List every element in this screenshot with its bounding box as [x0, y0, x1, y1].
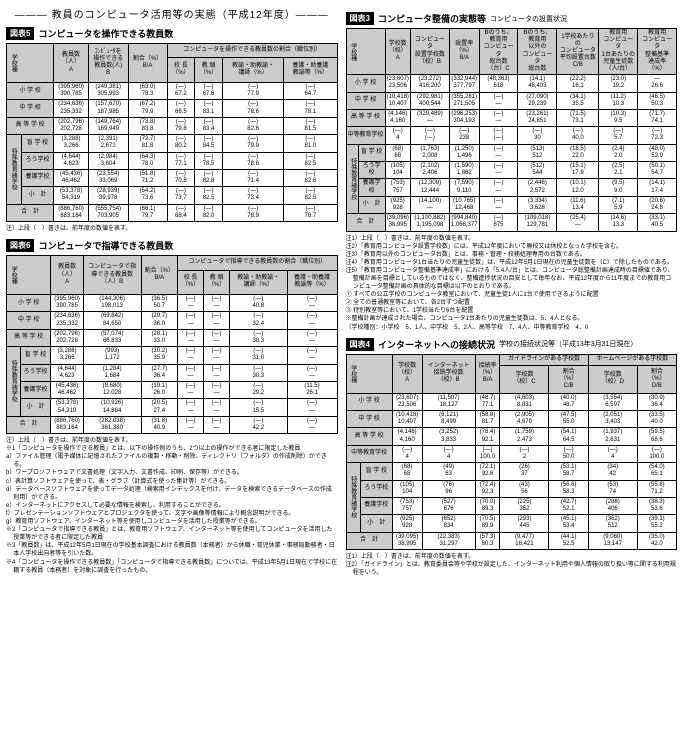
col-schooltype: 学校種: [7, 44, 54, 83]
row-type: 養護学校: [20, 381, 51, 398]
fig3-title: 図表3 コンピュータ整備の実態等 コンピュータの設置状況: [346, 12, 678, 25]
fig3-sub: コンピュータの設置状況: [490, 14, 567, 24]
row-type: ろう学校: [21, 152, 54, 169]
note-line: a）ファイル管理（電子媒体に記憶されたファイルの複製・移動・削除、ディレクトリ（…: [6, 453, 338, 469]
row-type: 合 計: [7, 416, 51, 433]
note-line: ① すべての公立学校のコンピュータ教室において、児童生徒1人に1台で使用できるよ…: [346, 291, 678, 299]
row-type: 盲 学 校: [20, 347, 51, 364]
fig4-sub: 学校の接続状況等（平成13年3月31日現在）: [499, 339, 637, 349]
note-line: 注2）「教育用コンピュータ設置学校数」には、平成12年度において廃校又は休校とな…: [346, 243, 678, 251]
note-line: （学校種別：小学校 5．1人、中学校 5．2人、高等学校 7．4人、中等教育学校…: [346, 324, 678, 332]
fig4-table: 学校種学校数（校）Aインターネット接続学校数（校）B接続率（%）B/Aガイドライ…: [346, 354, 678, 550]
fig6-title: 図表6 コンピュータで指導できる教員数: [6, 239, 338, 252]
fig6-table: 学校種教員数（人）Aコンピュータで指導できる教員数（人）B割合（%）B/Aコンピ…: [6, 255, 338, 434]
note-line: e）インターネットにアクセスして必要な情報を検索し、利用することができる。: [6, 502, 338, 510]
note-line: d）データベースソフトウェアを使ってデータ処理（検索用インデックスを付け、データ…: [6, 486, 338, 502]
note-line: ※4「コンピュータを操作できる教員数」「コンピュータで指導できる教員数」について…: [6, 559, 338, 575]
note-line: ※1「コンピュータを操作できる教員」とは、以下の操作例のうち、2つ以上の操作がで…: [6, 445, 338, 453]
col-can: コンピュータで指導できる教員数（人）B: [83, 256, 141, 295]
fig4-text: インターネットへの接続状況: [378, 338, 495, 351]
note-line: 注）上段（ ）書きは、前年度の数値を表す。: [6, 437, 338, 445]
row-type: 小 学 校: [7, 295, 51, 312]
row-type: 養護学校: [21, 169, 54, 186]
fig4-title: 図表4 インターネットへの接続状況 学校の接続状況等（平成13年3月31日現在）: [346, 338, 678, 351]
row-type: ろう学校: [20, 364, 51, 381]
fig5-badge: 図表5: [6, 27, 34, 40]
fig3-notes: 注1）上段（ ）書きは、前年度の数値を表す。注2）「教育用コンピュータ設置学校数…: [346, 235, 678, 332]
fig5-note: 注）上段（ ）書きは、前年度の数値を表す。: [6, 225, 338, 233]
col-can: ｺﾝﾋﾟｭｰﾀを操作できる教員数(人)B: [88, 44, 128, 83]
fig4-notes: 注1）上段（ ）書きは、前年度の数値を表す。注2）「ガイドライン」とは、教育委員…: [346, 553, 678, 577]
row-type: 高 等 学 校: [7, 329, 51, 346]
col-ratio: 割合（%）B/A: [128, 44, 167, 83]
row-type: 中 学 校: [7, 312, 51, 329]
col-teachers: 教員数（人）A: [51, 256, 83, 295]
fig6-text: コンピュータで指導できる教員数: [38, 239, 173, 252]
row-type: 小 学 校: [7, 83, 54, 100]
col-ratio: 割合（%）B/A: [141, 256, 178, 295]
col-teachers: 教員数（人）A: [54, 44, 89, 83]
note-line: 注2）「ガイドライン」とは、教育委員会等や学校が設定した、インターネット利用や個…: [346, 561, 678, 577]
fig5-text: コンピュータを操作できる教員数: [38, 27, 173, 40]
fig3-table: 学校種学校数（校）Aコンピュータ設置学校数（校）B設置率（%）B/ABのうち、教…: [346, 28, 678, 232]
col-schooltype: 学校種: [7, 256, 51, 295]
note-line: f）プレゼンテーションソフトウェアとプロジェクタを使って、文字や画像等情報により…: [6, 510, 338, 518]
row-type: 盲 学 校: [21, 135, 54, 152]
col-group: コンピュータを操作できる教員数の割合（職位別）: [167, 44, 337, 58]
note-line: b）ワープロソフトウェアで文書処理（文字入力、文書作成、印刷、保存等）ができる。: [6, 469, 338, 477]
note-line: 注4）「教育用コンピュータ1台当たりの児童生徒数」は、平成12年5月1日現在の児…: [346, 259, 678, 267]
row-type: 小 計: [21, 187, 54, 204]
note-line: ※整備計画が達成された場合、コンピュータ1台あたりの児童生徒数は、5．4人となる…: [346, 315, 678, 323]
left-column: ――― 教員のコンピュータ活用等の実態（平成12年度）――― 図表5 コンピュー…: [6, 6, 338, 577]
fig6-notes: 注）上段（ ）書きは、前年度の数値を表す。※1「コンピュータを操作できる教員」と…: [6, 437, 338, 575]
special-group: 特殊教育諸学校: [7, 347, 21, 417]
note-line: ③ 特別教室等において、1学校当たり6台を配置: [346, 307, 678, 315]
fig5-title: 図表5 コンピュータを操作できる教員数: [6, 27, 338, 40]
note-line: c）表計算ソフトウェアを使って、表・グラフ（計算式を使った集計等）ができる。: [6, 478, 338, 486]
row-type: 小 計: [20, 399, 51, 416]
note-line: ※2「コンピュータで指導できる教員」とは、教育用ソフトウェア、インターネット等を…: [6, 526, 338, 542]
fig6-badge: 図表6: [6, 239, 34, 252]
fig3-text: コンピュータ整備の実態等: [378, 12, 486, 25]
special-group: 特殊教育諸学校: [7, 135, 22, 205]
row-type: 合 計: [7, 204, 54, 221]
note-line: 注5）「教育用コンピュータ整備基準達成率」における「5.4人/台」とは、コンピュ…: [346, 267, 678, 291]
note-line: 注1）上段（ ）書きは、前年度の数値を表す。: [346, 553, 678, 561]
note-line: 注1）上段（ ）書きは、前年度の数値を表す。: [346, 235, 678, 243]
note-line: ② 全ての普通教室等において、各2台ずつ配置: [346, 299, 678, 307]
note-line: g）教育用ソフトウェア、インターネット等を使用しコンピュータを活用した授業等がで…: [6, 518, 338, 526]
fig5-table: 学校種教員数（人）Aｺﾝﾋﾟｭｰﾀを操作できる教員数(人)B割合（%）B/Aコン…: [6, 43, 338, 222]
note-line: ※3「教員数」は、平成12年5月1日現在の学校基本調査における教員数（本務者）か…: [6, 542, 338, 558]
col-group: コンピュータで指導できる教員数の割合（職位別）: [178, 256, 337, 270]
note-line: 注3）「教育用以外のコンピュータ台数」とは、事務・管理・校務処理専用の台数である…: [346, 251, 678, 259]
row-type: 高 等 学 校: [7, 117, 54, 134]
page-title: ――― 教員のコンピュータ活用等の実態（平成12年度）―――: [6, 6, 338, 21]
row-type: 中 学 校: [7, 100, 54, 117]
right-column: 図表3 コンピュータ整備の実態等 コンピュータの設置状況 学校種学校数（校）Aコ…: [346, 6, 678, 577]
fig3-badge: 図表3: [346, 12, 374, 25]
fig4-badge: 図表4: [346, 338, 374, 351]
